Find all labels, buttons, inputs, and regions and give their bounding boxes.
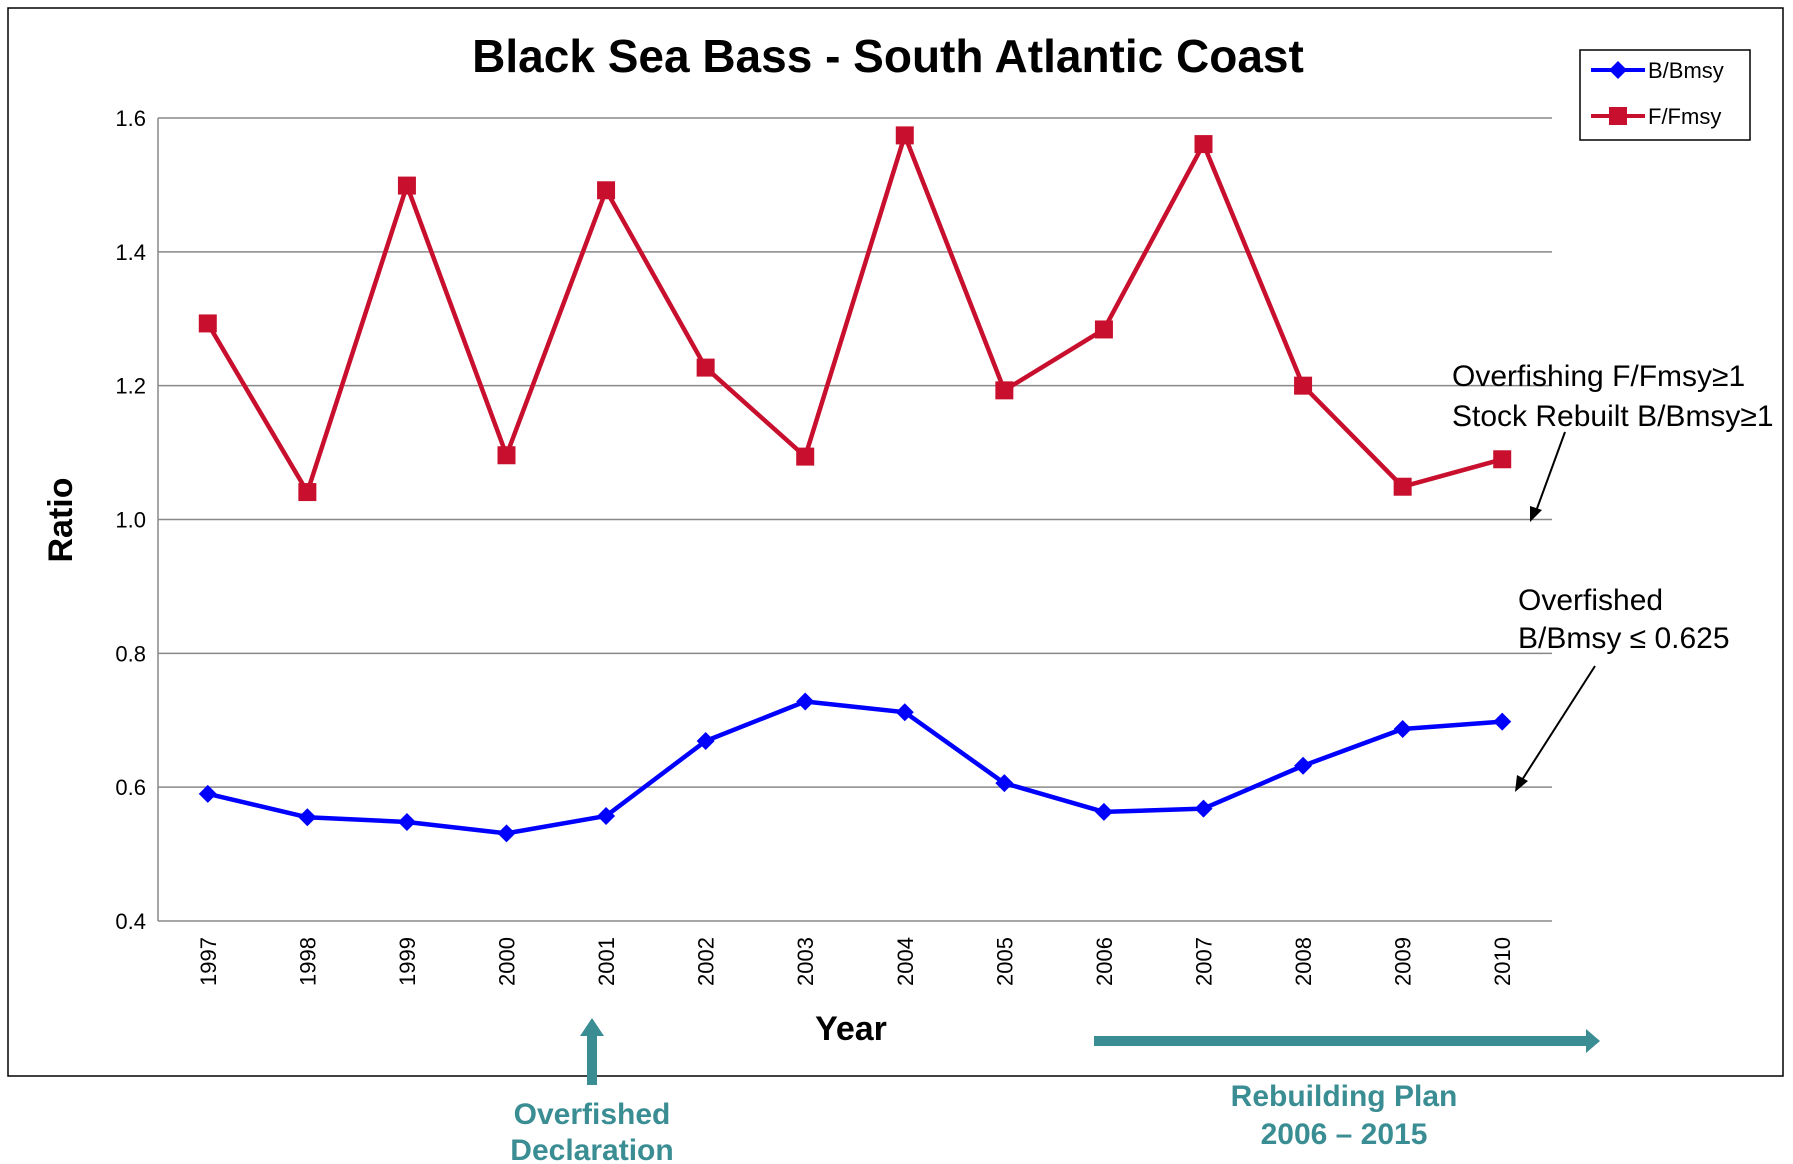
rebuilding-arrow-shaft [1094, 1036, 1588, 1046]
x-tick-label: 2009 [1391, 937, 1416, 986]
point-f-fmsy [1493, 450, 1512, 469]
y-tick-label: 0.6 [115, 775, 146, 800]
legend-marker-bbmsy [1609, 61, 1627, 79]
y-tick-label: 0.4 [115, 909, 146, 934]
x-tick-labels: 1997 1998 1999 2000 2001 2002 2003 2004 2005 2006… [196, 937, 1515, 986]
x-tick-label: 1998 [295, 937, 320, 986]
x-tick-label: 2004 [893, 937, 918, 986]
point-b-bmsy [1393, 719, 1412, 738]
legend-label-ffmsy: F/Fmsy [1648, 104, 1721, 129]
y-tick-label: 1.0 [115, 508, 146, 533]
point-f-fmsy [298, 483, 317, 502]
annotation-overfished-line2: B/Bmsy ≤ 0.625 [1518, 622, 1730, 655]
x-tick-label: 2008 [1291, 937, 1316, 986]
chart-title: Black Sea Bass - South Atlantic Coast [472, 30, 1304, 82]
gridlines [157, 117, 1552, 922]
y-tick-label: 0.8 [115, 641, 146, 666]
legend: B/Bmsy F/Fmsy [1579, 49, 1751, 141]
point-b-bmsy [1094, 802, 1113, 821]
y-axis-label: Ratio [42, 478, 80, 563]
legend-marker-ffmsy [1609, 107, 1627, 125]
point-b-bmsy [198, 784, 217, 803]
legend-box [1579, 49, 1751, 141]
chart-frame [7, 7, 1784, 1077]
point-b-bmsy [597, 806, 616, 825]
point-f-fmsy [1393, 477, 1412, 496]
x-tick-label: 1999 [395, 937, 420, 986]
annotation-overfishing-arrowhead [1530, 506, 1542, 522]
x-tick-label: 2001 [594, 937, 619, 986]
rebuilding-label-line1: Rebuilding Plan [1231, 1080, 1458, 1113]
point-f-fmsy [198, 314, 217, 333]
point-b-bmsy [895, 703, 914, 722]
rebuilding-label-line2: 2006 – 2015 [1261, 1118, 1428, 1151]
annotation-overfishing-line1: Overfishing F/Fmsy≥1 [1452, 360, 1745, 393]
y-tick-label: 1.4 [115, 240, 146, 265]
point-f-fmsy [1094, 320, 1113, 339]
declaration-label-line2: Declaration [510, 1134, 673, 1164]
annotation-overfishing-line2: Stock Rebuilt B/Bmsy≥1 [1452, 400, 1774, 433]
legend-label-bbmsy: B/Bmsy [1648, 58, 1724, 83]
x-tick-label: 2010 [1490, 937, 1515, 986]
point-f-fmsy [995, 381, 1014, 400]
point-f-fmsy [796, 447, 815, 466]
x-tick-label: 2002 [694, 937, 719, 986]
point-b-bmsy [497, 824, 516, 843]
annotation-overfishing: Overfishing F/Fmsy≥1 Stock Rebuilt B/Bms… [1452, 360, 1774, 522]
point-f-fmsy [497, 446, 516, 465]
annotation-overfished-arrow-line [1521, 665, 1596, 781]
point-b-bmsy [1493, 712, 1512, 731]
series-group [198, 126, 1512, 843]
x-tick-label: 2007 [1192, 937, 1217, 986]
rebuilding-plan-marker: Rebuilding Plan 2006 – 2015 [1094, 1029, 1600, 1151]
point-b-bmsy [1294, 756, 1313, 775]
point-b-bmsy [1194, 799, 1213, 818]
x-tick-label: 2006 [1092, 937, 1117, 986]
declaration-arrowhead [580, 1018, 604, 1036]
point-b-bmsy [995, 774, 1014, 793]
point-b-bmsy [796, 692, 815, 711]
point-b-bmsy [397, 812, 416, 831]
y-tick-labels: 0.4 0.6 0.8 1.0 1.2 1.4 1.6 [115, 106, 146, 934]
point-f-fmsy [397, 176, 416, 195]
x-tick-label: 2003 [793, 937, 818, 986]
x-tick-label: 2000 [495, 937, 520, 986]
point-f-fmsy [895, 126, 914, 145]
point-f-fmsy [1194, 135, 1213, 154]
y-tick-label: 1.2 [115, 374, 146, 399]
overfished-declaration-marker: Overfished Declaration [510, 1018, 674, 1164]
point-b-bmsy [696, 731, 715, 750]
x-tick-label: 2005 [992, 937, 1017, 986]
point-f-fmsy [597, 181, 616, 200]
x-axis-label: Year [815, 1010, 887, 1048]
series-line-f-fmsy [205, 133, 1503, 495]
annotation-overfished-line1: Overfished [1518, 584, 1663, 617]
declaration-arrow-shaft [587, 1035, 597, 1085]
point-f-fmsy [696, 358, 715, 377]
annotation-overfishing-arrow-line [1534, 431, 1566, 515]
rebuilding-arrowhead [1586, 1029, 1600, 1053]
y-tick-label: 1.6 [115, 106, 146, 131]
annotation-overfished: Overfished B/Bmsy ≤ 0.625 [1515, 584, 1730, 792]
point-f-fmsy [1294, 376, 1313, 395]
point-b-bmsy [298, 808, 317, 827]
annotation-overfished-arrowhead [1515, 775, 1528, 792]
x-tick-label: 1997 [196, 937, 221, 986]
series-line-b-bmsy [207, 699, 1503, 836]
declaration-label-line1: Overfished [514, 1098, 671, 1131]
